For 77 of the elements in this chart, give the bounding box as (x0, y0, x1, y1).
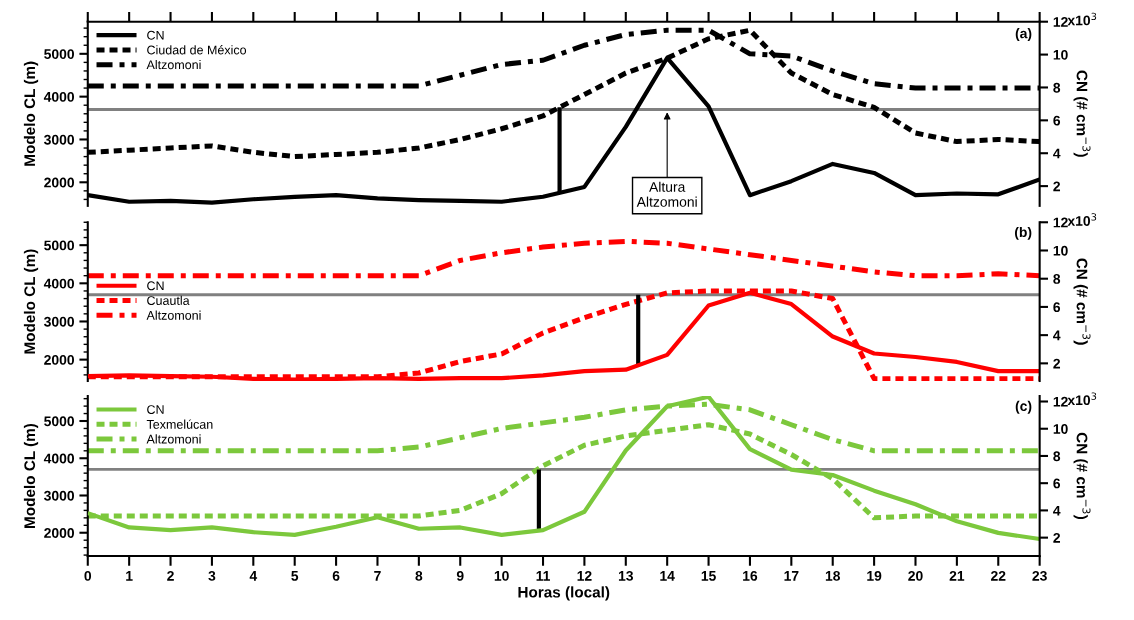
y-tick-label: 4000 (43, 278, 75, 289)
annotation: (a) (1015, 28, 1032, 42)
y2-tick-label: 6 (1053, 478, 1061, 489)
legend-label: Ciudad de México (147, 45, 247, 55)
y2-tick-label: 4 (1053, 330, 1061, 341)
y2-tick-label: 6 (1053, 302, 1061, 313)
x-tick-label: 6 (332, 570, 340, 581)
y2-tick-label: 12 (1053, 217, 1068, 228)
x-tick-label: 21 (949, 570, 965, 581)
x-tick-label: 11 (536, 571, 550, 581)
x-tick-label: 1 (126, 571, 133, 581)
y-tick-label: 4000 (43, 453, 75, 464)
y2-tick-label: 10 (1053, 49, 1068, 60)
legend-label: CN (147, 405, 164, 414)
x-tick-label: 16 (743, 570, 758, 581)
x-tick-label: 8 (415, 570, 423, 581)
x-axis-title: Horas (local) (518, 586, 610, 601)
y2-tick-label: 12 (1053, 396, 1068, 407)
annotation: (b) (1015, 226, 1032, 240)
y-tick-label: 2000 (44, 177, 75, 188)
y2-axis-title: CN (# cm$^{−3}$) (1073, 432, 1091, 520)
y2-tick-label: 2 (1053, 532, 1061, 543)
x-tick-label: 23 (1032, 570, 1047, 581)
x-tick-label: 10 (494, 570, 509, 581)
x-tick-label: 0 (84, 570, 92, 581)
x-tick-label: 7 (374, 571, 381, 581)
y2-tick-label: 6 (1053, 115, 1061, 126)
y2-tick-label: 8 (1053, 82, 1061, 93)
y-tick-label: 5000 (44, 240, 75, 251)
x-tick-label: 22 (991, 570, 1006, 581)
x-tick-label: 9 (456, 570, 464, 581)
y2-tick-label: 4 (1053, 148, 1061, 159)
y2-axis-title: CN (# cm$^{−3}$) (1073, 258, 1091, 345)
text: x10$^{3}$ (1067, 213, 1097, 226)
y2-tick-label: 8 (1053, 451, 1061, 462)
y-tick-label: 2000 (44, 528, 75, 538)
y-tick-label: 2000 (44, 354, 75, 365)
y2-axis-title: CN (# cm$^{−3}$) (1073, 70, 1091, 157)
legend-label: Texmelúcan (146, 419, 213, 429)
y-tick-label: 3000 (44, 490, 75, 501)
y2-tick-label: 8 (1053, 274, 1061, 284)
y2-tick-label: 10 (1053, 245, 1068, 256)
x-tick-label: 15 (701, 571, 716, 581)
x-tick-label: 20 (908, 570, 923, 581)
y-tick-label: 4000 (43, 91, 75, 102)
x-tick-label: 19 (867, 570, 882, 581)
legend-label: CN (147, 30, 164, 40)
x-tick-label: 18 (825, 570, 841, 581)
y-tick-label: 3000 (44, 316, 75, 327)
legend-label: Cuautla (147, 295, 190, 305)
legend-label: Altzomoni (146, 310, 201, 320)
y2-tick-label: 12 (1053, 17, 1068, 27)
y2-tick-label: 2 (1053, 181, 1061, 192)
legend-label: Altzomoni (146, 434, 201, 444)
x-tick-label: 12 (577, 570, 592, 581)
x-tick-label: 17 (784, 571, 799, 581)
x-tick-label: 4 (249, 571, 258, 581)
x-tick-label: 2 (167, 570, 174, 581)
y2-tick-label: 2 (1053, 358, 1061, 369)
y2-tick-label: 10 (1053, 424, 1068, 434)
text: x10$^{3}$ (1067, 392, 1097, 406)
legend-label: Altzomoni (146, 60, 201, 70)
y-tick-label: 5000 (44, 416, 75, 427)
y-axis-title: Modelo CL (m) (23, 423, 39, 528)
x-tick-label: 5 (291, 571, 299, 581)
x-tick-label: 14 (660, 571, 675, 581)
annotation: (c) (1015, 400, 1032, 414)
y-tick-label: 3000 (44, 134, 75, 145)
text: x10$^{3}$ (1067, 12, 1097, 26)
x-tick-label: 3 (208, 570, 216, 581)
x-tick-label: 13 (618, 570, 634, 581)
y-axis-title: Modelo CL (m) (23, 61, 39, 166)
annotation: Altura Altzomoni (636, 181, 697, 207)
y-tick-label: 5000 (44, 49, 75, 59)
legend-label: CN (147, 281, 164, 291)
y2-tick-label: 4 (1053, 505, 1061, 516)
y-axis-title: Modelo CL (m) (23, 249, 39, 354)
